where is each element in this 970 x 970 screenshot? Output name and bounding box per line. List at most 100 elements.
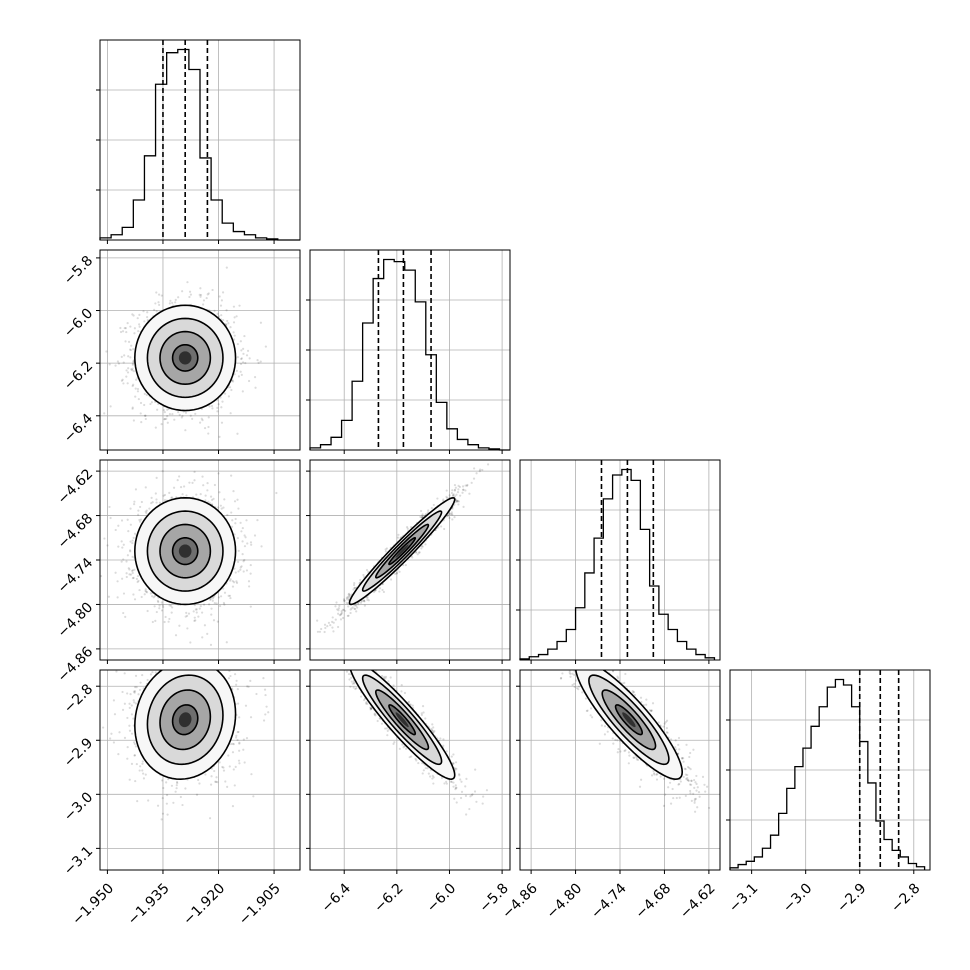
contour-line — [159, 330, 212, 386]
scatter-point — [260, 545, 263, 548]
scatter-point — [240, 357, 243, 361]
scatter-point — [133, 500, 136, 503]
scatter-point — [136, 387, 140, 391]
scatter-point — [143, 320, 146, 323]
scatter-point — [207, 432, 210, 435]
scatter-point — [220, 314, 223, 317]
scatter-point — [82, 344, 84, 346]
scatter-point — [193, 470, 196, 473]
scatter-panel-2-1 — [306, 459, 511, 664]
scatter-point — [253, 376, 257, 379]
scatter-point — [181, 414, 184, 418]
scatter-point — [121, 378, 124, 381]
scatter-point — [154, 302, 157, 305]
scatter-point — [443, 527, 446, 531]
scatter-point — [137, 513, 140, 516]
scatter-point — [134, 387, 137, 390]
scatter-point — [160, 294, 163, 297]
scatter-point — [212, 619, 216, 622]
scatter-point — [235, 369, 238, 372]
scatter-point — [207, 416, 210, 419]
scatter-point — [240, 357, 243, 360]
scatter-point — [128, 568, 131, 571]
scatter-point — [454, 486, 457, 489]
scatter-point — [186, 281, 189, 284]
scatter-point — [217, 315, 221, 318]
scatter-point — [121, 330, 125, 333]
scatter-point — [136, 390, 140, 393]
scatter-point — [249, 563, 252, 567]
scatter-point — [131, 367, 134, 370]
scatter-point — [129, 540, 132, 543]
contour-line — [134, 304, 237, 412]
scatter-point — [129, 523, 132, 526]
scatter-point — [205, 296, 208, 300]
scatter-point — [353, 581, 356, 585]
scatter-point — [219, 504, 222, 507]
scatter-point — [156, 599, 160, 602]
scatter-point — [346, 602, 350, 605]
scatter-point — [199, 421, 202, 424]
scatter-point — [114, 364, 117, 367]
scatter-point — [222, 318, 225, 322]
scatter-point — [223, 591, 227, 594]
scatter-point — [206, 489, 209, 492]
scatter-point — [145, 509, 148, 512]
scatter-point — [160, 601, 163, 604]
histogram-panel-3 — [726, 669, 931, 874]
scatter-point — [173, 418, 176, 421]
scatter-point — [108, 363, 111, 366]
scatter-point — [131, 384, 134, 388]
scatter-point — [243, 558, 246, 562]
scatter-point — [406, 527, 409, 530]
scatter-point — [162, 409, 165, 412]
scatter-point — [163, 620, 166, 624]
scatter-point — [247, 580, 251, 583]
scatter-point — [184, 411, 188, 414]
scatter-point — [135, 577, 139, 581]
contour-line — [159, 523, 212, 579]
scatter-point — [243, 334, 246, 338]
scatter-point — [191, 481, 194, 484]
scatter-point — [163, 417, 166, 421]
scatter-point — [131, 369, 134, 372]
scatter-point — [363, 600, 366, 603]
scatter-point — [395, 572, 398, 575]
scatter-point — [207, 425, 210, 429]
scatter-point — [155, 501, 158, 504]
scatter-point — [128, 573, 131, 576]
scatter-point — [384, 548, 387, 551]
scatter-point — [217, 403, 220, 406]
scatter-point — [151, 501, 154, 504]
scatter-point — [240, 565, 243, 568]
scatter-point — [153, 595, 156, 598]
scatter-point — [137, 579, 140, 582]
scatter-point — [455, 498, 458, 502]
scatter-point — [126, 554, 129, 557]
scatter-point — [339, 618, 343, 621]
scatter-point — [347, 593, 350, 596]
scatter-point — [185, 494, 188, 497]
scatter-point — [154, 426, 157, 429]
scatter-point — [234, 571, 237, 574]
scatter-point — [145, 393, 148, 397]
scatter-point — [162, 494, 165, 497]
scatter-point — [154, 619, 157, 623]
scatter-point — [129, 325, 132, 328]
scatter-point — [247, 379, 251, 383]
scatter-point — [217, 506, 220, 509]
scatter-point — [138, 323, 141, 326]
scatter-point — [453, 489, 456, 492]
scatter-point — [218, 491, 221, 494]
scatter-point — [193, 604, 196, 607]
histogram-panel-1 — [306, 249, 511, 454]
scatter-point — [178, 475, 181, 478]
scatter-point — [138, 520, 142, 523]
scatter-point — [231, 525, 234, 528]
scatter-point — [137, 509, 140, 512]
panel-content — [310, 460, 510, 660]
scatter-point — [378, 587, 382, 590]
scatter-point — [170, 496, 173, 499]
scatter-point — [257, 361, 260, 364]
scatter-point — [216, 406, 219, 409]
